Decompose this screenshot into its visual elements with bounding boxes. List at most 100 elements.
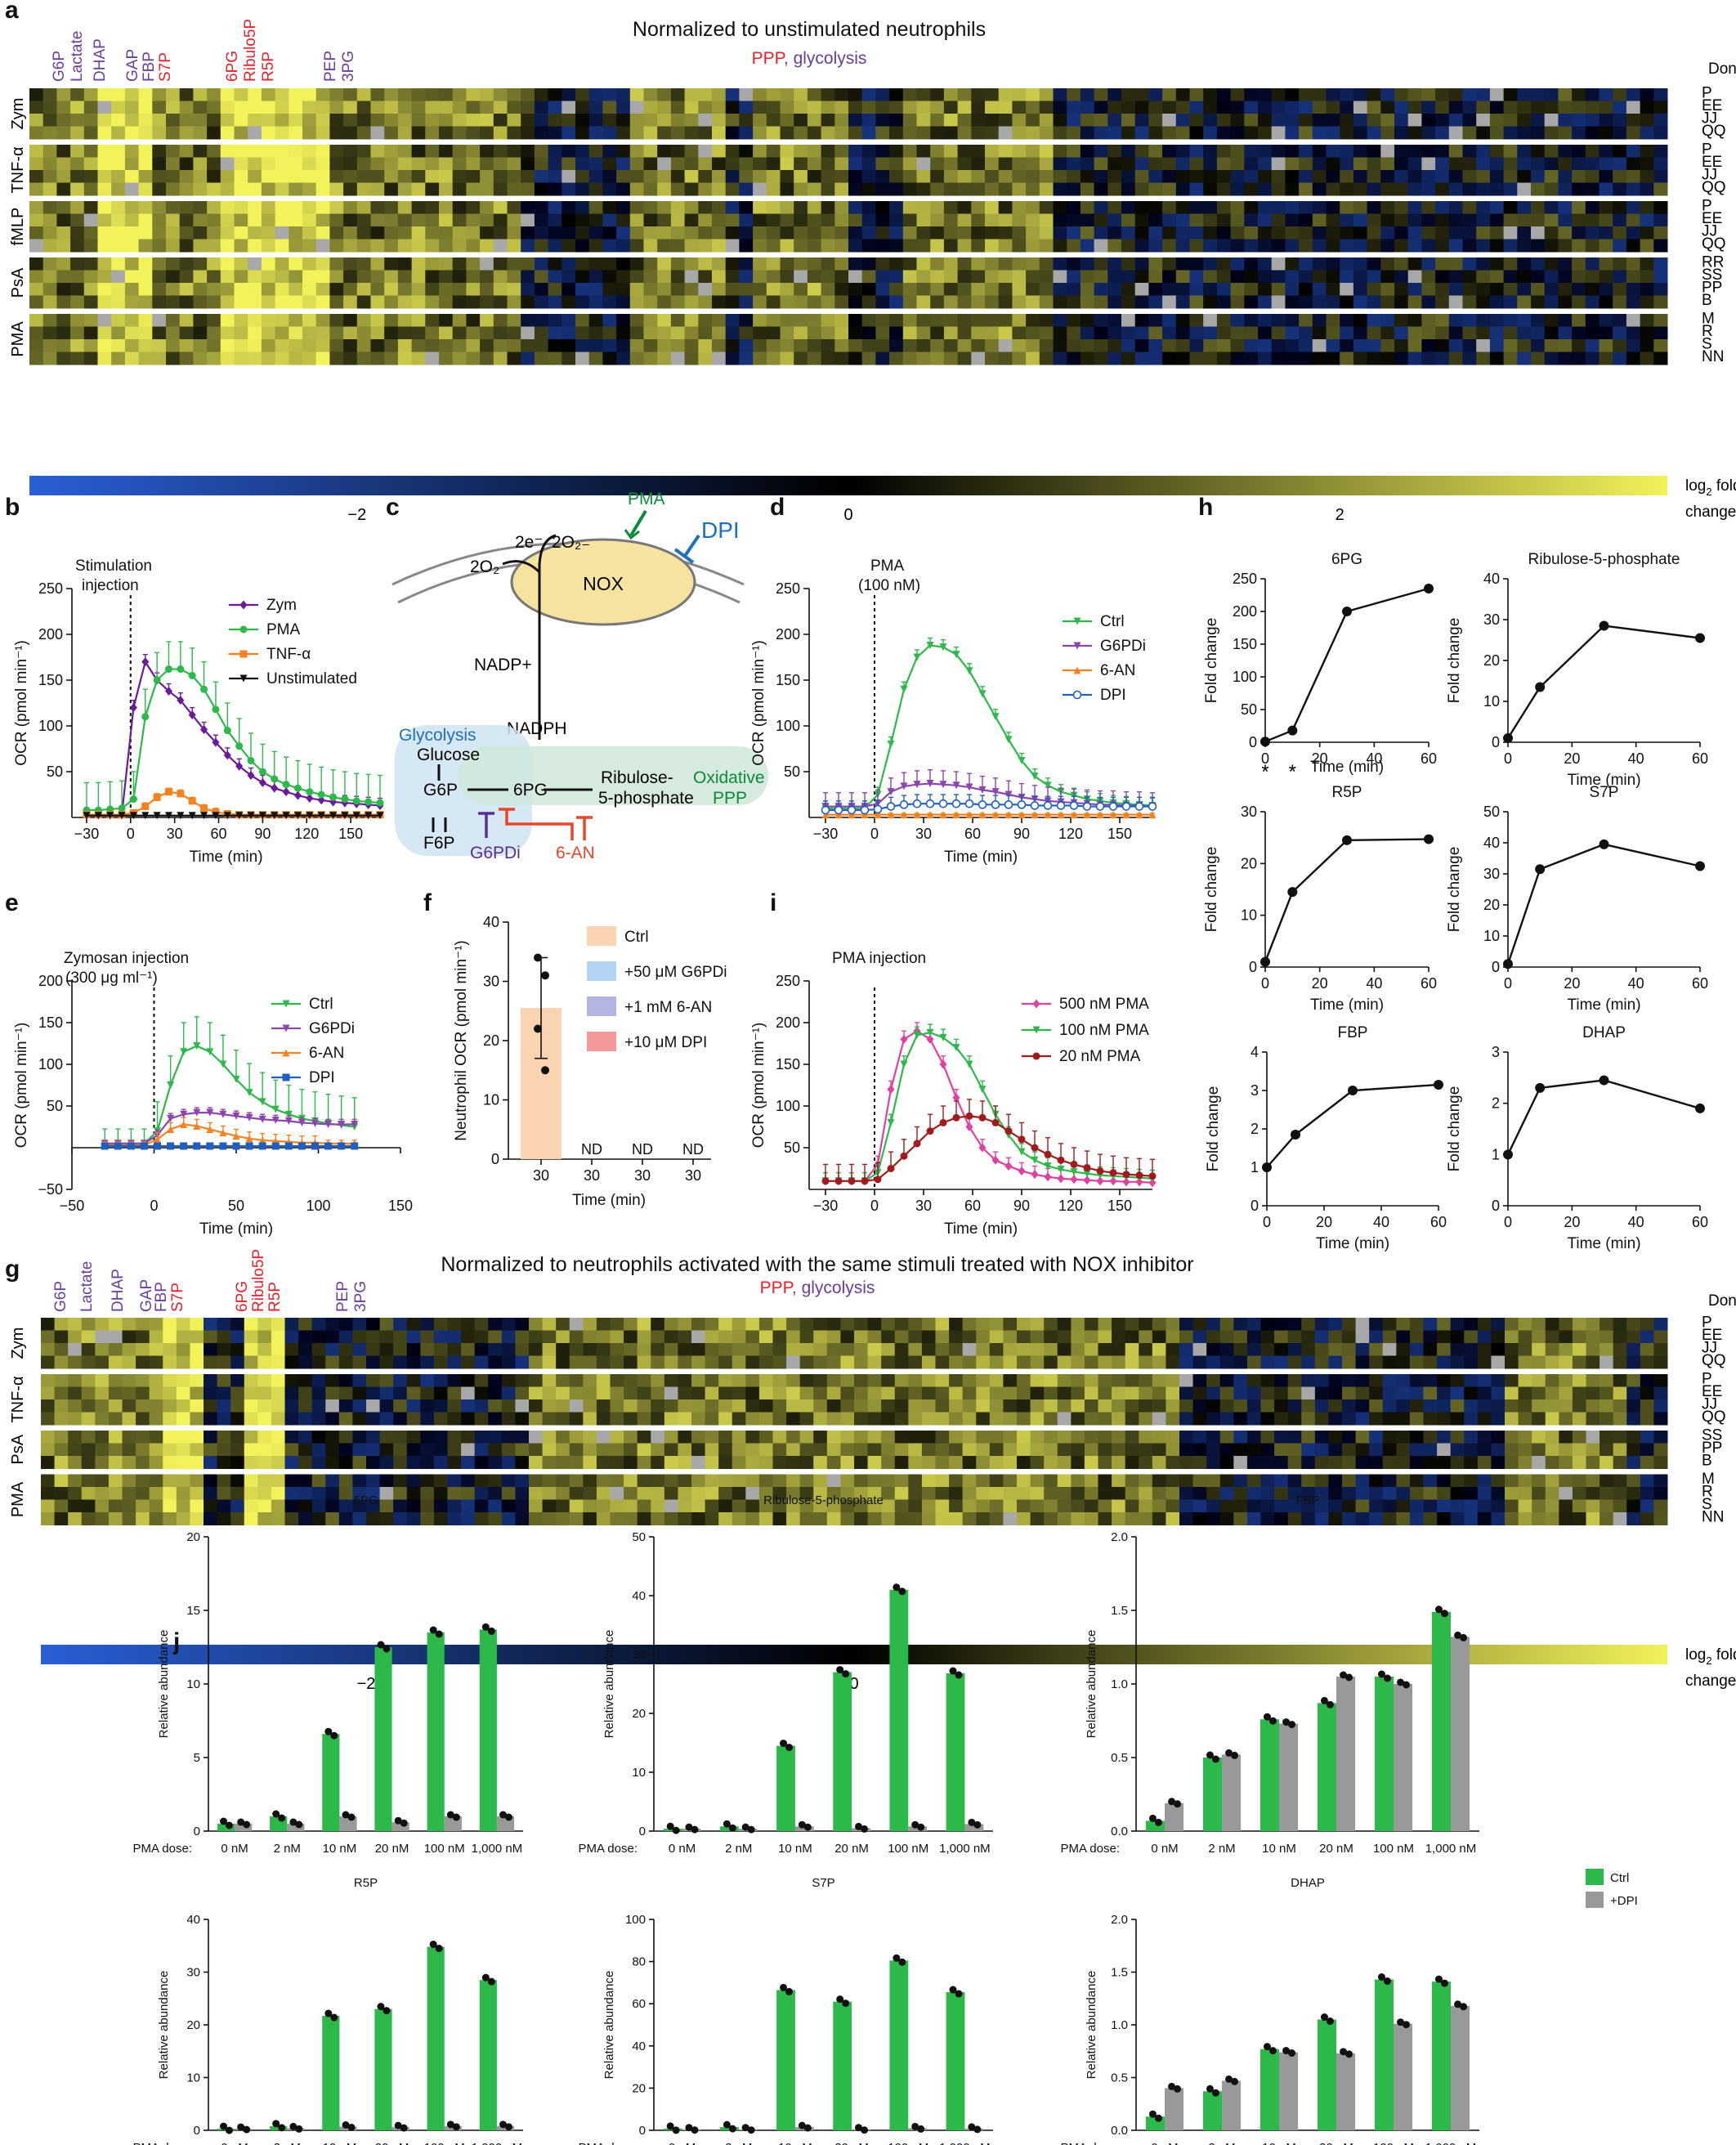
heatmap-cell [1203,339,1218,352]
heatmap-cell [957,295,972,309]
heatmap-cell [1121,101,1136,114]
data-point [167,1114,175,1122]
heatmap-cell [881,1343,896,1356]
data-point [1109,1176,1117,1186]
heatmap-cell [488,1399,503,1413]
heatmap-cell [493,283,508,296]
heatmap-cell [583,1399,597,1413]
heatmap-cell [1299,101,1313,114]
heatmap-cell [501,1386,516,1400]
heatmap-cell [1071,1355,1085,1369]
heatmap-cell [794,182,808,196]
heatmap-cell [1134,145,1149,158]
series-line [1266,1083,1439,1168]
heatmap-cell [834,126,849,140]
heatmap-cell [474,1318,489,1331]
heatmap-cell [447,1318,462,1331]
heatmap-cell [739,157,754,171]
heatmap-cell [1162,101,1177,114]
heatmap-cell [678,1412,692,1426]
heatmap-cell [575,257,590,271]
heatmap-cell [29,88,44,101]
data-point [245,1089,253,1097]
heatmap-cell [289,201,303,214]
metabolite-label-8: R5P [266,1282,284,1312]
heatmap-cell [501,1374,516,1387]
heatmap-cell [406,1399,421,1413]
heatmap-cell [521,126,535,140]
data-point [965,811,973,819]
heatmap-cell [739,170,754,183]
heatmap-cell [1148,270,1163,284]
heatmap-cell [1462,239,1477,253]
heatmap-cell [302,213,317,227]
heatmap-cell [234,314,248,327]
heatmap-cell [1585,170,1600,183]
heatmap-cell [248,352,262,365]
heatmap-cell [257,1318,272,1331]
heatmap-cell [867,1412,882,1426]
heatmap-cell [1462,170,1477,183]
heatmap-cell [193,101,208,114]
heatmap-cell [1353,270,1368,284]
heatmap-cell [739,201,754,214]
heatmap-cell [1505,1355,1519,1369]
heatmap-cell [220,339,235,352]
heatmap-cell [1558,157,1573,171]
heatmap-cell [207,145,221,158]
heatmap-cell [1299,257,1313,271]
heatmap-cell [325,1355,340,1369]
heatmap-cell [651,1355,665,1369]
heatmap-cell [629,201,644,214]
heatmap-cell [949,1343,964,1356]
heatmap-cell [670,201,686,214]
heatmap-cell [56,326,71,340]
heatmap-cell [602,213,617,227]
heatmap-cell [780,182,794,196]
heatmap-cell [1394,283,1409,296]
heatmap-cell [588,295,603,309]
heatmap-cell [971,145,986,158]
heatmap-cell [83,239,98,253]
heatmap-cell [275,226,289,240]
heatmap-cell [1121,182,1136,196]
heatmap-cell [1287,1386,1302,1400]
heatmap-cell [507,201,521,214]
heatmap-cell [329,101,344,114]
heatmap-cell [1558,239,1573,253]
heatmap-cell [204,1343,218,1356]
heatmap-cell [1067,213,1081,227]
heatmap-cell [1572,88,1586,101]
heatmap-cell [452,145,467,158]
heatmap-cell [122,1343,136,1356]
heatmap-cell [1162,182,1177,196]
series-3: DPI [821,687,1157,815]
heatmap-cell [1585,226,1600,240]
heatmap-cell [588,239,603,253]
heatmap-cell [1121,283,1136,296]
heatmap-cell [1544,201,1559,214]
heatmap-cell [261,213,276,227]
heatmap-cell [1112,1399,1126,1413]
heatmap-cell [397,295,413,309]
heatmap-cell [1026,257,1040,271]
heatmap-cell [1053,213,1067,227]
heatmap-cell [370,295,385,309]
data-point [324,1142,333,1150]
heatmap-cell [507,126,521,140]
heatmap-cell [397,314,413,327]
heatmap-cell [302,101,317,114]
heatmap-cell [1613,170,1627,183]
heatmap-cell [356,182,371,196]
heatmap-cell [1355,1374,1370,1387]
heatmap-cell [1613,101,1627,114]
heatmap-cell [766,239,781,253]
heatmap-cell [1094,170,1108,183]
heatmap-cell [1653,339,1668,352]
data-point [1260,956,1270,967]
glucose-label: Glucose [417,746,480,764]
heatmap-cell [124,239,140,253]
heatmap-cell [1653,1330,1668,1344]
heatmap-cell [596,1374,611,1387]
heatmap-cell [138,126,153,140]
